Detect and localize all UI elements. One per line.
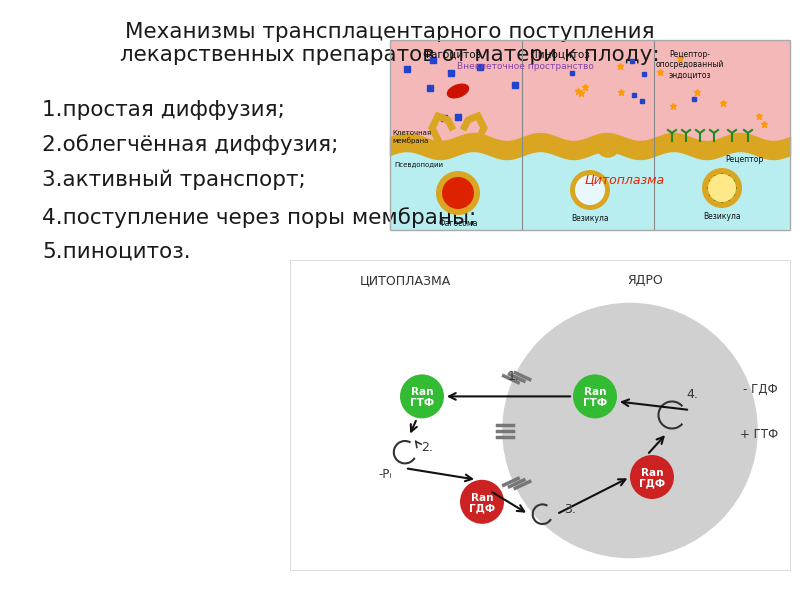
Bar <box>630 59 634 63</box>
Bar <box>570 71 574 74</box>
Text: ГТФ: ГТФ <box>410 398 434 407</box>
Text: Псевдоподии: Псевдоподии <box>394 161 443 167</box>
Text: Внеклеточное пространство: Внеклеточное пространство <box>457 62 594 71</box>
Ellipse shape <box>447 84 469 98</box>
Text: Ran: Ran <box>410 388 434 397</box>
Circle shape <box>570 170 610 210</box>
Bar <box>632 93 636 97</box>
Text: Рецептор-
опосредованный
эндоцитоз: Рецептор- опосредованный эндоцитоз <box>656 50 724 80</box>
Bar <box>448 70 454 76</box>
Text: ЦИТОПЛАЗМА: ЦИТОПЛАЗМА <box>359 274 450 287</box>
Text: - ГДФ: - ГДФ <box>743 383 778 395</box>
Circle shape <box>708 174 736 202</box>
Circle shape <box>630 455 674 499</box>
Text: 2.: 2. <box>421 440 433 454</box>
Text: Везикула: Везикула <box>571 214 609 223</box>
Text: Ran: Ran <box>584 388 606 397</box>
Circle shape <box>460 480 504 524</box>
Circle shape <box>702 168 742 208</box>
Circle shape <box>575 175 605 205</box>
Text: 3.активный транспорт;: 3.активный транспорт; <box>42 170 306 190</box>
Text: Пиноцитоз: Пиноцитоз <box>530 50 590 60</box>
Bar <box>427 85 434 91</box>
Text: Ran: Ran <box>641 468 663 478</box>
Text: Ran: Ran <box>470 493 494 503</box>
Bar <box>477 64 482 70</box>
Text: Фагосома: Фагосома <box>438 219 478 228</box>
Bar <box>692 97 696 101</box>
Circle shape <box>505 305 755 556</box>
Bar <box>512 82 518 88</box>
Text: -Pᵢ: -Pᵢ <box>378 468 392 481</box>
Text: 1.простая диффузия;: 1.простая диффузия; <box>42 100 285 120</box>
Text: 1.: 1. <box>507 370 519 383</box>
Bar <box>430 57 435 63</box>
Text: Рецептор: Рецептор <box>725 155 763 164</box>
Text: Механизмы трансплацентарного поступления: Механизмы трансплацентарного поступления <box>125 22 655 42</box>
Bar <box>390 40 790 230</box>
Text: 3.: 3. <box>565 503 577 515</box>
Text: ГДФ: ГДФ <box>469 503 495 513</box>
Text: + ГТФ: + ГТФ <box>740 428 778 442</box>
Bar <box>390 146 790 230</box>
Bar <box>404 66 410 72</box>
Bar <box>390 40 790 146</box>
Bar <box>642 72 646 76</box>
Text: ГДФ: ГДФ <box>639 478 665 488</box>
Text: Клеточная
мембрана: Клеточная мембрана <box>392 130 431 144</box>
Bar <box>441 115 446 121</box>
Bar <box>640 98 644 103</box>
Text: 4.поступление через поры мембраны;: 4.поступление через поры мембраны; <box>42 208 476 229</box>
Text: 4.: 4. <box>686 389 698 401</box>
Circle shape <box>573 374 617 418</box>
Text: Везикула: Везикула <box>703 212 741 221</box>
Text: Цитоплазма: Цитоплазма <box>585 173 665 187</box>
Circle shape <box>400 374 444 418</box>
Text: 2.облегчённая диффузия;: 2.облегчённая диффузия; <box>42 134 338 155</box>
Text: ЯДРО: ЯДРО <box>627 274 663 287</box>
Text: 5.пиноцитоз.: 5.пиноцитоз. <box>42 242 190 262</box>
Bar <box>290 260 790 570</box>
Text: ГТФ: ГТФ <box>583 398 607 407</box>
Text: лекарственных препаратов от матери к плоду:: лекарственных препаратов от матери к пло… <box>120 45 660 65</box>
Text: Фагоцитоз: Фагоцитоз <box>422 50 482 60</box>
Bar <box>455 114 461 120</box>
Circle shape <box>442 177 474 209</box>
Circle shape <box>436 171 480 215</box>
